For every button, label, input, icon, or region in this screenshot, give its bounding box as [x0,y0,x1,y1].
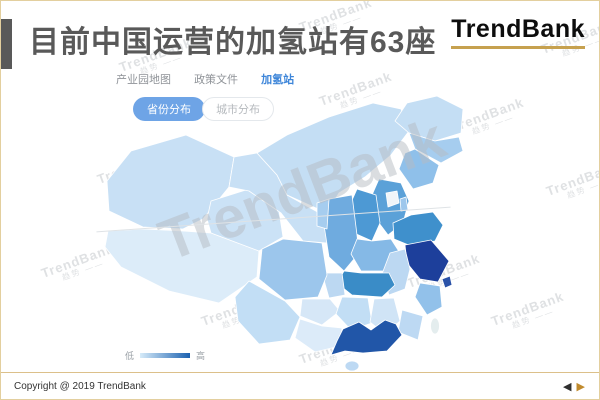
prev-slide-arrow-icon[interactable]: ◀ [563,380,573,393]
province-guizhou[interactable] [299,298,341,326]
page-title: 目前中国运营的加氢站有63座 [29,26,437,59]
tool-tabs: 产业园地图 政策文件 加氢站 [116,71,314,87]
toggle-city-distribution[interactable]: 城市分布 [202,97,275,121]
province-zhejiang[interactable] [414,282,443,316]
province-ningxia[interactable] [316,198,330,230]
province-shaanxi[interactable] [323,194,360,272]
province-shanghai[interactable] [441,275,453,289]
map-legend: 低 高 [125,349,205,362]
legend-gradient-bar [140,353,191,358]
province-neimenggu[interactable] [256,102,410,214]
legend-low-label: 低 [125,351,135,361]
province-yunnan[interactable] [234,280,301,345]
legend-high-label: 高 [196,351,206,361]
copyright-text: Copyright @ 2019 TrendBank [14,380,146,392]
province-chongqing[interactable] [321,272,346,299]
province-hubei[interactable] [336,270,396,298]
china-choropleth-map [91,83,491,372]
slide-nav: ◀ ▶ [563,380,586,393]
trendbank-logo: TrendBank [451,15,585,49]
province-guangdong[interactable] [330,319,403,356]
title-accent-bar [1,19,12,69]
toggle-province-distribution[interactable]: 省份分布 [133,97,205,121]
tab-hydrogen-stations[interactable]: 加氢站 [261,74,295,86]
province-liaoning[interactable] [398,148,440,190]
province-hainan[interactable] [344,360,360,372]
province-jiangsu[interactable] [404,239,450,283]
tab-policy-documents[interactable]: 政策文件 [194,74,239,86]
tab-industry-park-map[interactable]: 产业园地图 [116,74,171,86]
province-beijing[interactable] [385,190,400,208]
province-fujian[interactable] [397,309,424,341]
next-slide-arrow-icon[interactable]: ▶ [576,380,586,393]
province-sichuan[interactable] [258,238,328,301]
view-toggles: 省份分布 城市分布 [133,97,275,121]
footer: Copyright @ 2019 TrendBank ◀ ▶ [1,372,599,399]
province-taiwan[interactable] [430,317,440,335]
